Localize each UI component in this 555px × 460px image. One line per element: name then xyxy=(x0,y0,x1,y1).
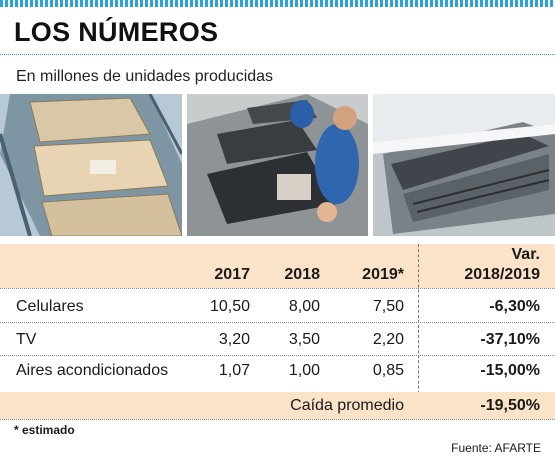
row-divider xyxy=(0,288,555,289)
footnote: * estimado xyxy=(14,423,75,437)
cell-aires-2018: 1,00 xyxy=(288,362,320,379)
row-divider xyxy=(0,322,555,323)
cell-celulares-2019: 7,50 xyxy=(372,298,404,315)
cell-celulares-2018: 8,00 xyxy=(288,298,320,315)
photo-strip xyxy=(0,94,555,236)
header-2019: 2019* xyxy=(362,266,404,283)
title-divider xyxy=(0,54,555,55)
row-label-celulares: Celulares xyxy=(16,298,84,315)
header-var-line1: Var. xyxy=(511,246,540,263)
cell-celulares-2017: 10,50 xyxy=(209,298,250,315)
summary-band xyxy=(0,392,555,419)
cell-aires-2019: 0,85 xyxy=(372,362,404,379)
variation-column-divider xyxy=(418,244,419,419)
table-header-band xyxy=(0,244,555,288)
cell-tv-2017: 3,20 xyxy=(218,331,250,348)
cell-tv-2019: 2,20 xyxy=(372,331,404,348)
cell-celulares-var: -6,30% xyxy=(489,298,540,315)
row-label-tv: TV xyxy=(16,331,37,348)
summary-var: -19,50% xyxy=(480,397,540,414)
row-divider xyxy=(0,355,555,356)
page-title: LOS NÚMEROS xyxy=(14,17,219,47)
cell-tv-2018: 3,50 xyxy=(288,331,320,348)
header-2017: 2017 xyxy=(214,266,250,283)
top-accent-bar xyxy=(0,0,555,7)
source-credit: Fuente: AFARTE xyxy=(451,441,541,455)
header-var-line2: 2018/2019 xyxy=(464,266,540,283)
cellphone-assembly-photo xyxy=(0,94,182,236)
cell-aires-var: -15,00% xyxy=(480,362,540,379)
summary-label: Caída promedio xyxy=(290,397,404,414)
tv-assembly-photo xyxy=(187,94,368,236)
cell-aires-2017: 1,07 xyxy=(218,362,250,379)
header-2018: 2018 xyxy=(284,266,320,283)
row-label-aires: Aires acondicionados xyxy=(16,362,169,379)
footer-divider xyxy=(0,419,555,420)
cell-tv-var: -37,10% xyxy=(480,331,540,348)
air-conditioner-photo xyxy=(373,94,555,236)
subtitle: En millones de unidades producidas xyxy=(16,68,274,85)
